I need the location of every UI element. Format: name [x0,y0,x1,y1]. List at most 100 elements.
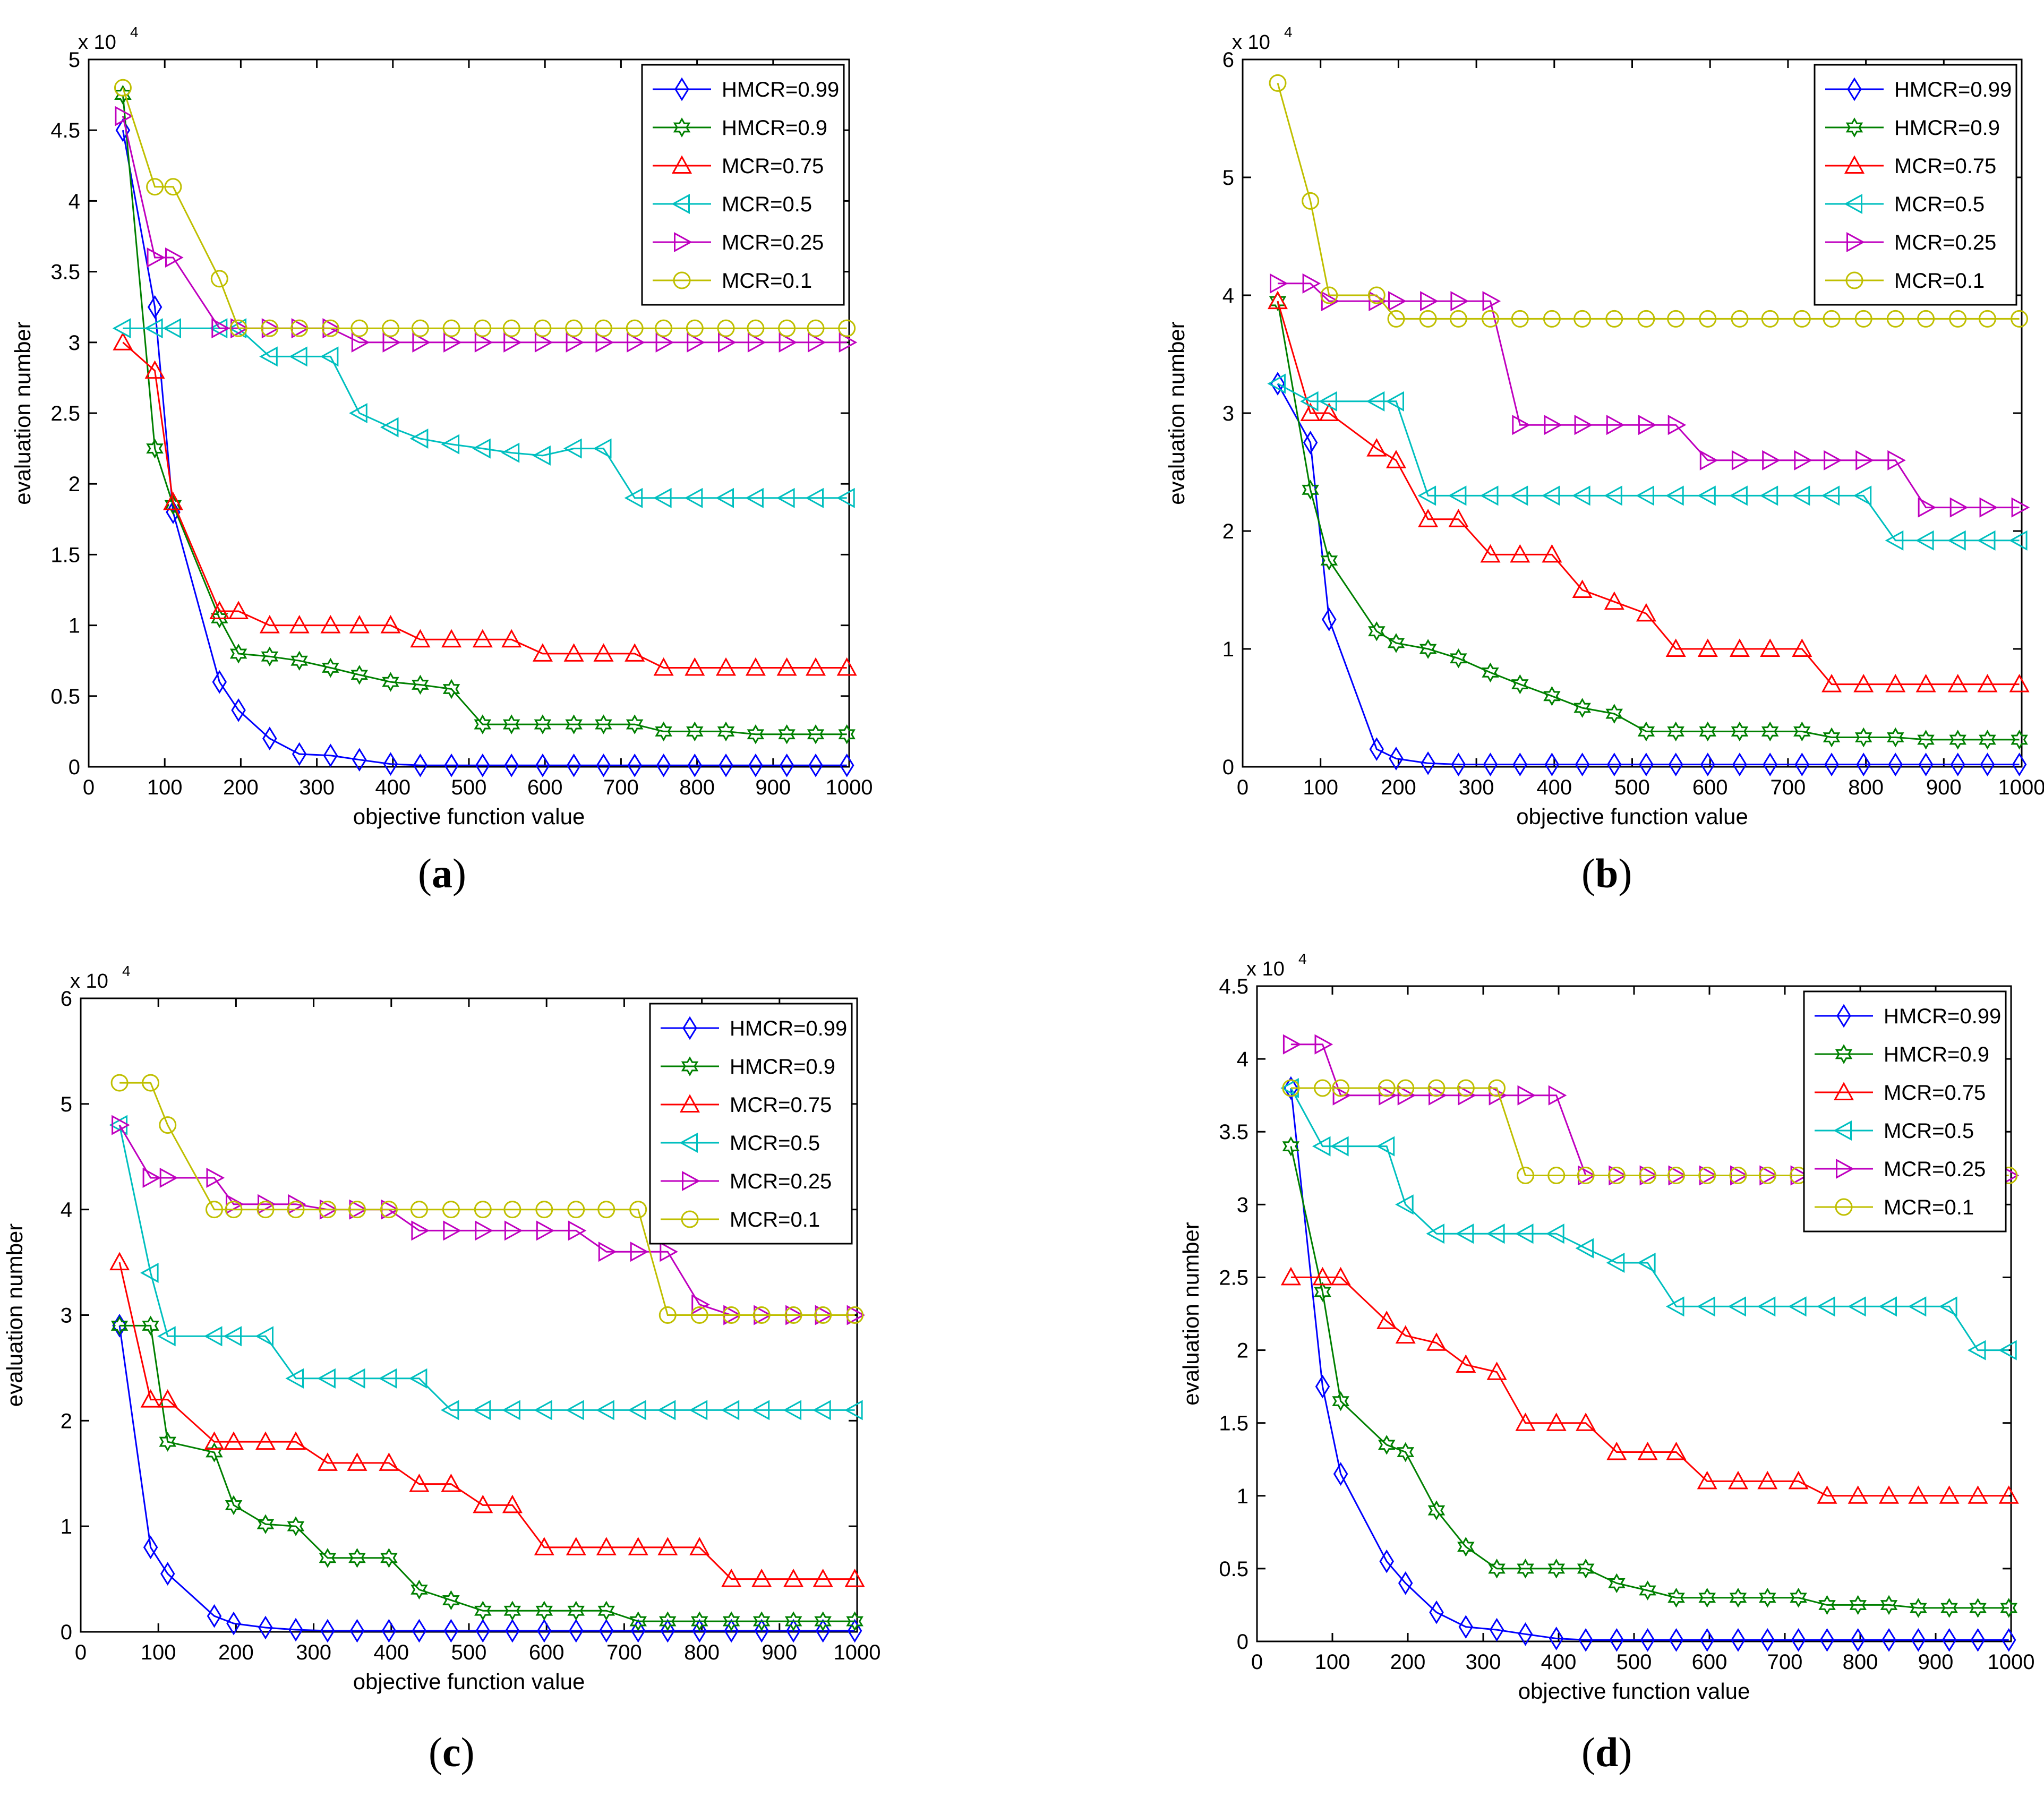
data-point [442,1590,460,1611]
data-point [1572,579,1593,598]
data-point [320,1619,335,1643]
data-point [1458,1615,1474,1639]
data-point [1510,544,1530,563]
data-point [114,79,132,97]
data-point [1511,674,1529,695]
data-point [1319,391,1337,412]
data-point [474,714,492,734]
data-point [1887,450,1906,470]
y-tick-label: 6 [1222,48,1234,72]
data-point [722,1611,740,1631]
data-point [776,487,795,508]
x-tick-label: 1000 [834,1641,881,1664]
data-point [1319,403,1339,421]
y-tick-label: 2.5 [50,402,80,425]
y-tick-label: 2.5 [1219,1266,1248,1289]
y-tick-label: 5 [61,1093,72,1116]
data-point [1486,1223,1505,1244]
data-point [503,332,522,353]
data-point [1848,1296,1866,1317]
data-point [1886,310,1904,328]
legend-marker [671,155,692,174]
data-point [1640,1628,1655,1652]
y-tick-label: 6 [61,987,72,1011]
data-point [836,487,855,508]
data-point [1427,1500,1446,1520]
series-MCR=0.1 [1269,74,2029,328]
data-point [261,646,279,667]
data-point [1332,1085,1352,1106]
data-point [1315,1374,1330,1399]
data-point [444,753,459,777]
series-line [122,341,847,669]
data-point [1607,752,1622,776]
legend-marker [679,1094,700,1113]
y-axis-label: evaluation number [2,1223,27,1407]
data-point [115,106,134,126]
data-point [140,1389,161,1408]
data-point [1947,530,1966,551]
data-point [1697,1296,1715,1317]
data-point [288,1194,306,1214]
data-point [2009,673,2030,692]
data-point [686,721,704,742]
data-point [1280,1267,1301,1286]
data-point [1669,1628,1684,1652]
data-point [1998,1340,2017,1360]
y-axis-label: evaluation number [10,321,35,505]
data-point [1312,1267,1333,1286]
data-point [595,332,614,353]
data-point [692,1619,707,1643]
data-point [1978,310,1996,328]
data-point [1546,1223,1564,1244]
data-point [595,714,612,734]
data-point [1853,673,1874,692]
legend-label: MCR=0.1 [722,269,812,293]
data-point [380,614,401,634]
data-point [110,1074,129,1092]
x-tick-label: 500 [451,776,487,799]
series-MCR=0.5 [1280,1077,2017,1360]
data-point [596,753,611,777]
data-point [1821,673,1842,692]
legend-marker [1845,117,1863,138]
data-point [142,1167,161,1188]
data-point [1760,1628,1775,1652]
data-point [752,1611,771,1631]
data-point [599,1619,614,1643]
legend: HMCR=0.99 HMCR=0.9 MCR=0.75 MCR=0.5 MCR=0.25… [649,1003,853,1245]
data-point [289,346,307,367]
data-point [144,360,165,379]
data-point [1729,1166,1747,1184]
data-point [567,1601,585,1621]
data-point [225,1495,243,1516]
y-exponent-label: x 10 [1246,958,1285,980]
data-point [596,1537,617,1555]
legend-marker [682,1016,697,1040]
data-point [255,1431,276,1450]
data-point [1302,273,1321,294]
data-point [1979,730,1996,750]
data-point [259,614,280,634]
legend-marker [1833,1120,1852,1141]
caption-b: (b) [1581,850,1632,896]
data-point [597,1601,615,1621]
data-point [475,1220,493,1241]
data-point [1429,1600,1444,1624]
data-point [143,1535,158,1560]
data-point [115,118,131,142]
data-point [1761,721,1779,742]
legend-marker [1846,232,1865,253]
data-point [813,1568,833,1587]
legend-label: MCR=0.25 [1894,231,1996,254]
data-point [718,332,737,353]
legend-label: MCR=0.25 [1884,1158,1986,1181]
data-point [140,1262,159,1283]
legend-label: HMCR=0.99 [730,1017,847,1040]
data-point [1387,310,1405,328]
series-line [122,95,847,735]
data-point [1330,1136,1349,1157]
data-point [1518,1622,1533,1646]
data-point [1450,648,1467,669]
data-point [598,1242,617,1262]
